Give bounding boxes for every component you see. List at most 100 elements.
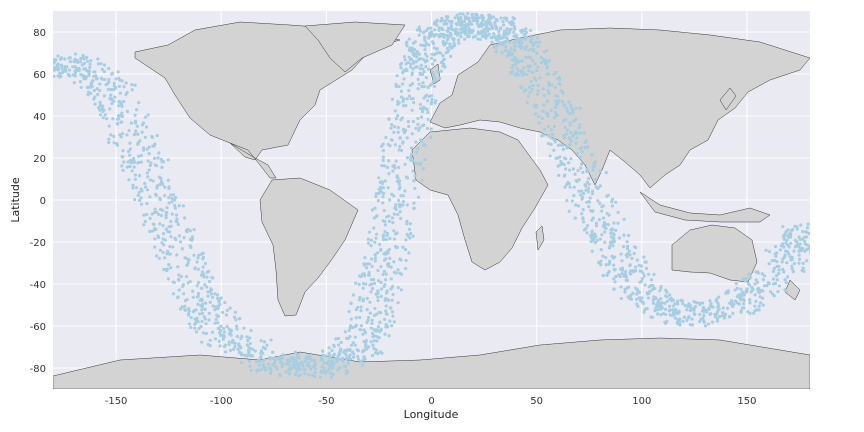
swath-point xyxy=(120,132,125,136)
swath-point xyxy=(708,304,713,308)
swath-point xyxy=(716,301,720,305)
swath-point xyxy=(224,313,229,317)
swath-point xyxy=(389,287,393,291)
swath-point xyxy=(685,318,689,322)
swath-point xyxy=(745,276,749,280)
swath-point xyxy=(222,326,226,331)
swath-point xyxy=(782,233,786,237)
swath-point xyxy=(499,16,503,20)
swath-point xyxy=(563,185,567,189)
swath-point xyxy=(593,234,597,239)
swath-point xyxy=(649,278,654,282)
swath-point xyxy=(493,20,497,25)
swath-point xyxy=(622,274,626,279)
swath-point xyxy=(112,134,116,138)
swath-point xyxy=(565,128,570,132)
swath-point xyxy=(826,235,829,238)
swath-point xyxy=(432,84,437,89)
swath-point xyxy=(181,283,185,287)
swath-point xyxy=(542,94,546,98)
swath-point xyxy=(582,228,587,232)
swath-point xyxy=(632,245,637,249)
swath-point xyxy=(768,290,773,294)
swath-point xyxy=(431,70,435,75)
swath-point xyxy=(249,368,253,373)
swath-point xyxy=(344,336,349,340)
swath-point xyxy=(120,154,124,159)
swath-point xyxy=(638,280,642,284)
swath-point xyxy=(155,210,159,214)
swath-point xyxy=(402,77,406,81)
swath-point xyxy=(568,185,572,189)
swath-point xyxy=(296,352,300,357)
swath-point xyxy=(805,226,810,230)
swath-point xyxy=(225,324,229,329)
swath-point xyxy=(387,117,391,121)
swath-point xyxy=(322,366,326,370)
swath-point xyxy=(140,189,144,193)
new-zealand xyxy=(784,279,801,301)
swath-point xyxy=(788,235,793,239)
swath-point xyxy=(552,72,556,76)
swath-point xyxy=(419,63,423,67)
swath-point xyxy=(741,302,746,306)
swath-point xyxy=(107,124,111,128)
swath-point xyxy=(777,271,781,276)
swath-point xyxy=(671,298,675,302)
swath-point xyxy=(801,266,805,270)
swath-point xyxy=(452,37,456,41)
swath-point xyxy=(756,271,761,275)
swath-point xyxy=(225,308,229,312)
swath-point xyxy=(390,216,395,220)
swath-point xyxy=(444,14,449,19)
swath-point xyxy=(416,116,420,120)
swath-point xyxy=(510,58,514,62)
swath-point xyxy=(715,316,720,321)
swath-point xyxy=(756,280,760,285)
swath-point xyxy=(221,310,225,315)
swath-point xyxy=(285,358,289,362)
swath-point xyxy=(246,351,251,355)
swath-point xyxy=(514,35,519,40)
swath-point xyxy=(476,19,480,23)
swath-point xyxy=(364,342,368,347)
swath-point xyxy=(228,348,233,352)
swath-point xyxy=(394,159,398,163)
swath-point xyxy=(545,66,549,70)
swath-point xyxy=(264,366,268,370)
swath-point xyxy=(331,354,336,358)
swath-point xyxy=(531,58,535,63)
swath-point xyxy=(233,341,237,345)
swath-point xyxy=(761,296,765,300)
swath-point xyxy=(756,289,760,293)
swath-point xyxy=(471,19,475,23)
swath-point xyxy=(772,266,776,271)
swath-point xyxy=(278,360,283,364)
swath-point xyxy=(495,26,499,30)
swath-point xyxy=(403,162,407,166)
swath-point xyxy=(485,29,489,33)
swath-point xyxy=(361,332,365,336)
swath-point xyxy=(574,141,578,145)
swath-point xyxy=(754,278,758,282)
swath-point xyxy=(353,335,357,339)
swath-point xyxy=(610,204,614,208)
swath-point xyxy=(407,94,412,98)
swath-point xyxy=(334,356,338,361)
swath-point xyxy=(822,242,825,245)
swath-point xyxy=(203,261,208,266)
swath-point xyxy=(327,351,331,355)
swath-point xyxy=(749,290,753,294)
swath-point xyxy=(372,281,377,285)
swath-point xyxy=(343,330,347,334)
swath-point xyxy=(797,257,802,261)
swath-point xyxy=(703,324,708,328)
swath-point xyxy=(47,72,50,75)
swath-point xyxy=(396,286,400,290)
swath-point xyxy=(176,222,180,227)
swath-point xyxy=(245,354,250,358)
swath-point xyxy=(644,266,649,271)
swath-point xyxy=(637,296,642,300)
swath-point xyxy=(399,61,404,65)
swath-point xyxy=(138,139,142,143)
